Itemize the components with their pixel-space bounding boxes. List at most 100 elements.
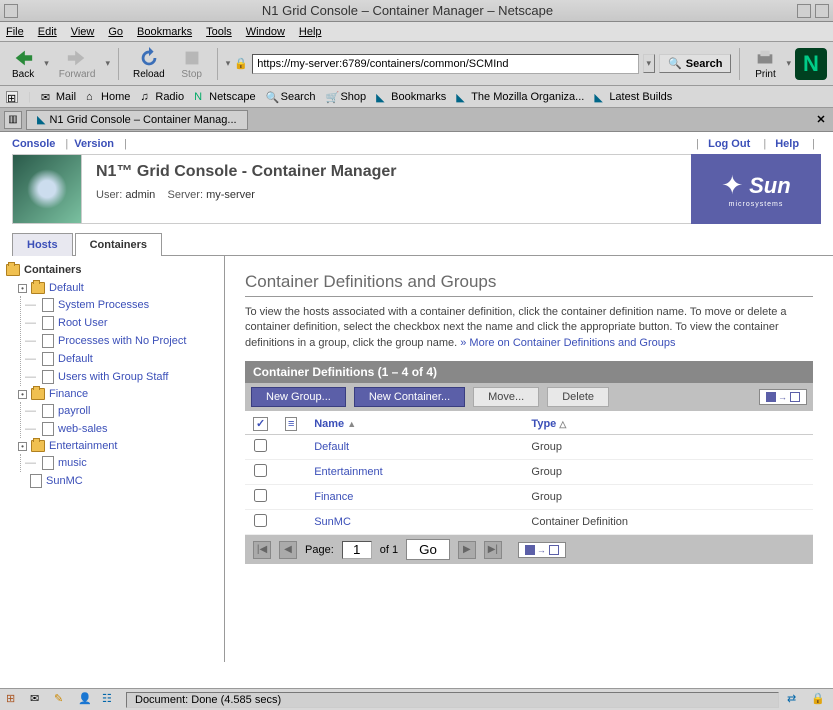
nav-logout[interactable]: Log Out (708, 138, 750, 150)
dropdown-icon[interactable]: ▾ (786, 58, 791, 69)
sidebar-toggle-icon[interactable]: ⊞ (6, 91, 18, 103)
collapse-icon[interactable]: • (18, 442, 27, 451)
page-input[interactable] (342, 541, 372, 559)
prev-page-button[interactable]: ◀ (279, 541, 297, 559)
window-menu-button[interactable] (4, 4, 18, 18)
back-button[interactable]: Back (6, 45, 40, 82)
collapse-icon[interactable]: • (18, 390, 27, 399)
bookmark-mail[interactable]: ✉Mail (41, 91, 76, 103)
reload-icon (138, 47, 160, 69)
search-button[interactable]: 🔍 Search (659, 54, 731, 73)
bookmark-home[interactable]: ⌂Home (86, 91, 130, 103)
dropdown-icon[interactable]: ▾ (105, 58, 110, 69)
addressbook-icon[interactable]: 👤 (78, 692, 94, 708)
bookmark-netscape[interactable]: NNetscape (194, 91, 255, 103)
next-page-button[interactable]: ▶ (458, 541, 476, 559)
tree-leaf[interactable]: Processes with No Project (25, 332, 218, 350)
panes: Containers • Default System Processes Ro… (0, 256, 833, 662)
reload-button[interactable]: Reload (127, 45, 171, 82)
bookmark-search[interactable]: 🔍Search (266, 91, 316, 103)
row-name-link[interactable]: Finance (314, 491, 353, 503)
menu-view[interactable]: View (71, 26, 95, 38)
sort-asc-icon: ▲ (347, 419, 356, 429)
tree-node-finance[interactable]: • Finance (18, 386, 218, 402)
stop-button[interactable]: Stop (175, 45, 209, 82)
more-link[interactable]: » More on Container Definitions and Grou… (460, 337, 675, 349)
row-name-link[interactable]: SunMC (314, 516, 351, 528)
view-toggle-button[interactable]: → (759, 389, 807, 405)
first-page-button[interactable]: |◀ (253, 541, 271, 559)
row-checkbox[interactable] (254, 464, 267, 477)
new-group-button[interactable]: New Group... (251, 387, 346, 407)
online-icon[interactable]: ⇄ (787, 692, 803, 708)
new-tab-button[interactable]: ▥ (4, 111, 22, 129)
row-name-link[interactable]: Default (314, 441, 349, 453)
user-value: admin (125, 189, 155, 201)
menu-file[interactable]: File (6, 26, 24, 38)
forward-button[interactable]: Forward (53, 45, 102, 82)
tree-leaf[interactable]: payroll (25, 402, 218, 420)
expand-header[interactable]: ≡ (276, 413, 306, 435)
print-button[interactable]: Print (748, 45, 782, 82)
shop-icon: 🛒 (325, 91, 337, 103)
row-name-link[interactable]: Entertainment (314, 466, 382, 478)
window-maximize-button[interactable] (815, 4, 829, 18)
menu-bookmarks[interactable]: Bookmarks (137, 26, 192, 38)
new-container-button[interactable]: New Container... (354, 387, 465, 407)
dropdown-icon[interactable]: ▾ (44, 58, 49, 69)
close-tab-button[interactable]: ✕ (813, 112, 829, 128)
menu-help[interactable]: Help (299, 26, 322, 38)
menu-edit[interactable]: Edit (38, 26, 57, 38)
tree-leaf[interactable]: Users with Group Staff (25, 368, 218, 386)
tree-node-entertainment[interactable]: • Entertainment (18, 438, 218, 454)
row-checkbox[interactable] (254, 514, 267, 527)
header-banner: N1™ Grid Console - Container Manager Use… (12, 154, 821, 224)
nav-version[interactable]: Version (74, 138, 114, 150)
go-button[interactable]: Go (406, 539, 450, 560)
tree-leaf[interactable]: Default (25, 350, 218, 368)
column-type[interactable]: Type △ (523, 413, 813, 435)
row-checkbox[interactable] (254, 489, 267, 502)
tree-node-default[interactable]: • Default (18, 280, 218, 296)
tree-node-sunmc[interactable]: SunMC (30, 472, 218, 490)
action-bar: New Group... New Container... Move... De… (245, 383, 813, 411)
tree-root[interactable]: Containers (6, 264, 218, 276)
tree-leaf[interactable]: web-sales (25, 420, 218, 438)
browser-tab[interactable]: ◣ N1 Grid Console – Container Manag... (26, 110, 248, 130)
nav-console[interactable]: Console (12, 138, 55, 150)
sun-diamond-icon: ✦ (721, 170, 743, 201)
menu-go[interactable]: Go (108, 26, 123, 38)
window-minimize-button[interactable] (797, 4, 811, 18)
move-button[interactable]: Move... (473, 387, 539, 407)
url-input[interactable] (252, 54, 638, 74)
irc-icon[interactable]: ☷ (102, 692, 118, 708)
forward-icon (66, 47, 88, 69)
security-icon[interactable]: 🔒 (811, 692, 827, 708)
column-name[interactable]: Name ▲ (306, 413, 523, 435)
select-all-header[interactable]: ✓ (245, 413, 276, 435)
tab-hosts[interactable]: Hosts (12, 233, 73, 256)
delete-button[interactable]: Delete (547, 387, 609, 407)
mail-icon[interactable]: ✉ (30, 692, 46, 708)
navigator-icon[interactable]: ⊞ (6, 692, 22, 708)
collapse-icon[interactable]: • (18, 284, 27, 293)
table-title: Container Definitions (1 – 4 of 4) (245, 361, 813, 383)
bookmark-latest[interactable]: ◣Latest Builds (594, 91, 672, 103)
menu-window[interactable]: Window (246, 26, 285, 38)
dropdown-icon[interactable]: ▾ (643, 54, 656, 73)
tree-leaf[interactable]: Root User (25, 314, 218, 332)
tab-containers[interactable]: Containers (75, 233, 162, 256)
menu-tools[interactable]: Tools (206, 26, 232, 38)
last-page-button[interactable]: ▶| (484, 541, 502, 559)
tree-leaf[interactable]: music (25, 454, 218, 472)
composer-icon[interactable]: ✎ (54, 692, 70, 708)
row-checkbox[interactable] (254, 439, 267, 452)
bookmark-mozilla[interactable]: ◣The Mozilla Organiza... (456, 91, 584, 103)
dropdown-icon[interactable]: ▾ (226, 58, 231, 69)
nav-help[interactable]: Help (775, 138, 799, 150)
tree-leaf[interactable]: System Processes (25, 296, 218, 314)
bookmark-shop[interactable]: 🛒Shop (325, 91, 366, 103)
bookmark-radio[interactable]: ♫Radio (140, 91, 184, 103)
view-toggle-button[interactable]: → (518, 542, 566, 558)
bookmark-bookmarks[interactable]: ◣Bookmarks (376, 91, 446, 103)
